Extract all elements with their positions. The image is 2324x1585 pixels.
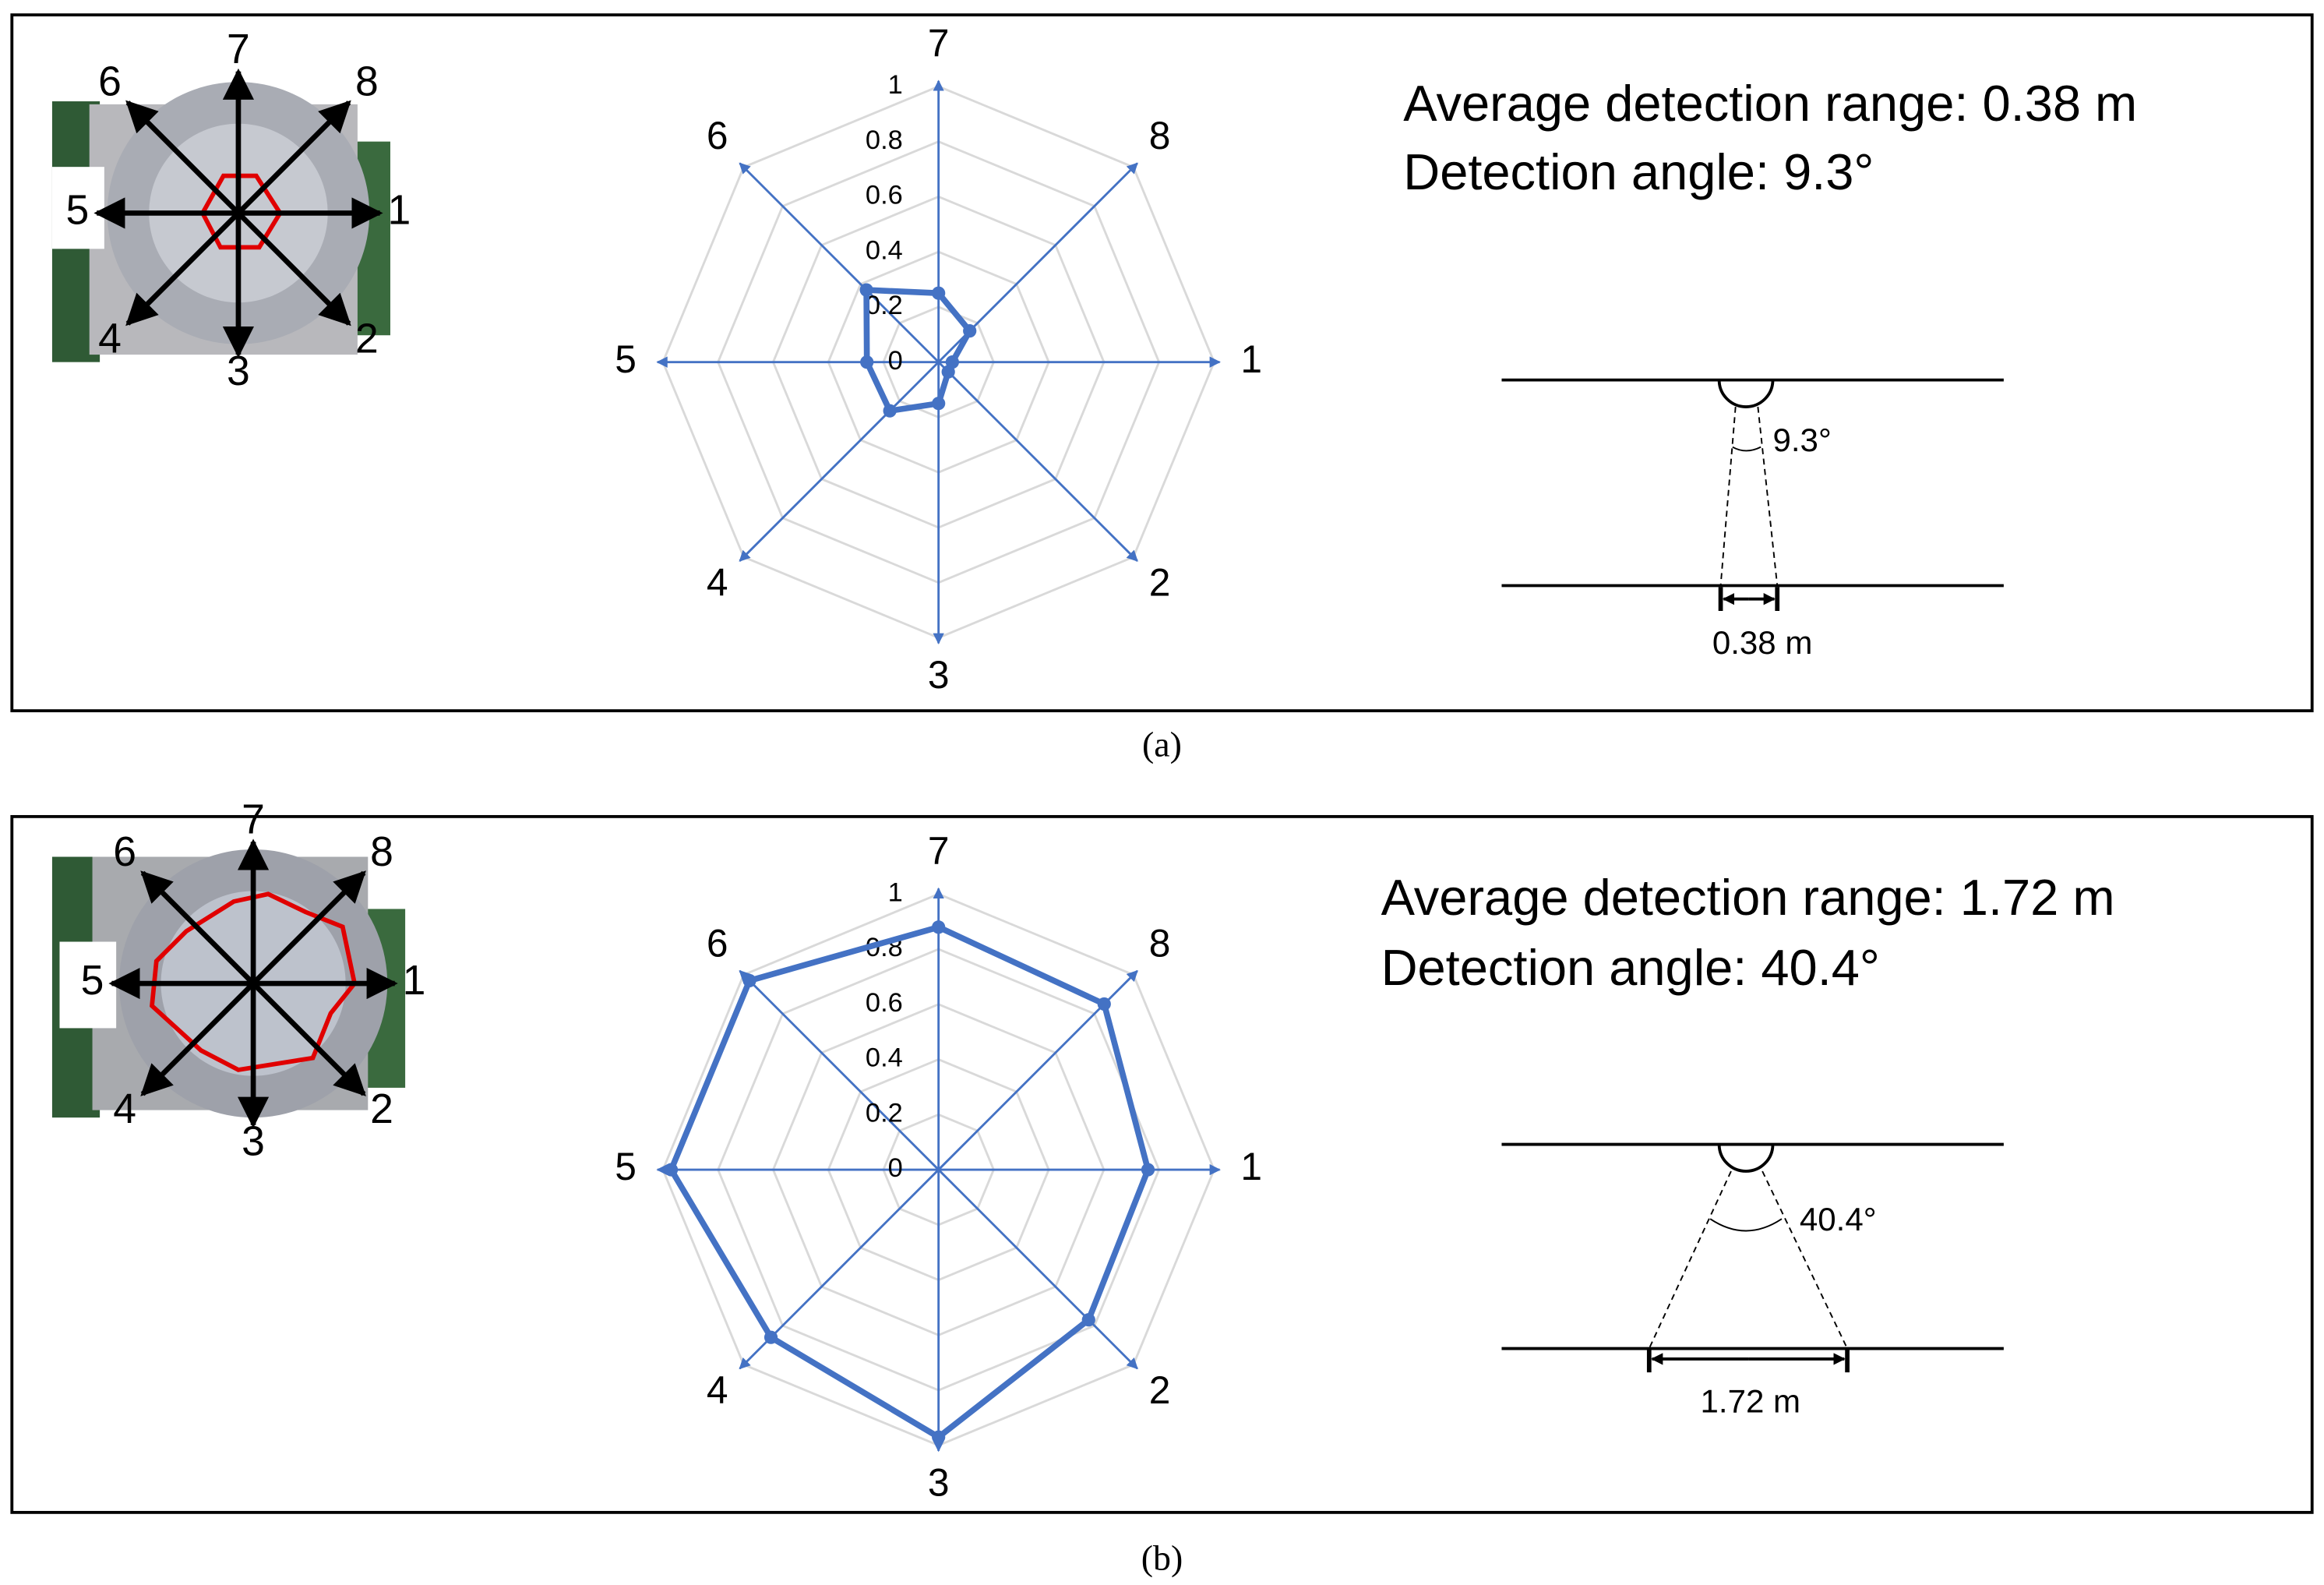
- axis-spoke: [739, 361, 940, 562]
- data-point: [763, 1330, 778, 1344]
- angle-text: Detection angle: 40.4°: [1381, 939, 1880, 996]
- axis-spoke: [739, 969, 940, 1171]
- photo-arrow: [140, 981, 256, 1096]
- angle-label: 9.3°: [1772, 422, 1831, 458]
- angle-text: Detection angle: 9.3°: [1403, 143, 1874, 200]
- photo-label: 7: [242, 797, 265, 843]
- tick-label: 0: [888, 1153, 903, 1183]
- tick-label: 1: [888, 70, 903, 100]
- photo-label: 6: [113, 829, 136, 875]
- category-label: 7: [928, 21, 950, 65]
- photo-label: 2: [370, 1086, 393, 1132]
- data-point: [932, 397, 946, 411]
- data-point: [1097, 997, 1111, 1011]
- photo-label: 3: [242, 1119, 265, 1165]
- photo-label: 4: [113, 1086, 136, 1132]
- photo-label: 2: [355, 316, 379, 362]
- tick-label: 1: [888, 877, 903, 907]
- category-label: 6: [707, 922, 728, 965]
- tick-label: 0.6: [866, 181, 903, 210]
- category-label: 8: [1149, 114, 1171, 157]
- photo-label: 4: [98, 316, 122, 362]
- data-point: [932, 920, 946, 934]
- photo-arrow: [140, 870, 256, 986]
- category-label: 3: [928, 1461, 950, 1505]
- photo-arrow: [236, 211, 351, 327]
- data-point: [860, 355, 874, 369]
- data-point: [664, 1163, 679, 1177]
- category-label: 7: [928, 829, 950, 873]
- data-point: [742, 973, 756, 988]
- photo-label: 5: [81, 958, 104, 1004]
- photo-arrow: [125, 100, 241, 215]
- photo-label: 8: [370, 829, 393, 875]
- data-point: [941, 365, 955, 379]
- category-label: 2: [1149, 560, 1171, 604]
- caption: (a): [1142, 724, 1182, 764]
- data-point: [932, 286, 946, 300]
- photo-label: 7: [227, 26, 250, 72]
- tick-label: 0.8: [866, 125, 903, 155]
- category-label: 5: [615, 337, 637, 381]
- category-label: 1: [1240, 337, 1262, 381]
- data-point: [883, 404, 897, 418]
- photo-arrow: [125, 211, 241, 327]
- photo-arrow: [251, 981, 366, 1096]
- width-label: 0.38 m: [1712, 624, 1813, 661]
- range-text: Average detection range: 0.38 m: [1403, 75, 2137, 132]
- photo-arrow: [251, 870, 366, 986]
- category-label: 4: [707, 1368, 728, 1412]
- tick-label: 0: [888, 346, 903, 376]
- tick-label: 0.6: [866, 988, 903, 1018]
- tick-label: 0.4: [866, 1043, 903, 1073]
- width-label: 1.72 m: [1701, 1382, 1801, 1419]
- diagram: [1501, 1142, 2004, 1373]
- tick-label: 0.2: [866, 1098, 903, 1128]
- photo-arrow: [236, 100, 351, 215]
- range-text: Average detection range: 1.72 m: [1381, 869, 2115, 926]
- photo-label: 8: [355, 59, 379, 105]
- photo-label: 1: [388, 188, 411, 234]
- tick-label: 0.4: [866, 235, 903, 265]
- tick-label: 0.2: [866, 291, 903, 320]
- axis-spoke: [937, 361, 1138, 562]
- category-label: 3: [928, 653, 950, 697]
- caption: (b): [1141, 1538, 1183, 1578]
- axis-spoke: [937, 1169, 1138, 1370]
- data-point: [859, 283, 873, 297]
- category-label: 4: [707, 560, 728, 604]
- data-point: [932, 1430, 946, 1444]
- panel-frame: [10, 814, 2314, 1514]
- category-label: 5: [615, 1145, 637, 1188]
- diagram: [1501, 378, 2004, 611]
- angle-label: 40.4°: [1800, 1201, 1877, 1237]
- photo-label: 3: [227, 348, 250, 394]
- panel-frame: [10, 13, 2314, 713]
- data-point: [1081, 1313, 1095, 1327]
- category-label: 6: [707, 114, 728, 157]
- category-label: 2: [1149, 1368, 1171, 1412]
- data-point: [1141, 1163, 1155, 1177]
- photo-label: 6: [98, 59, 122, 105]
- data-point: [963, 324, 977, 338]
- photo-label: 1: [403, 958, 426, 1004]
- category-label: 1: [1240, 1145, 1262, 1188]
- category-label: 8: [1149, 922, 1171, 965]
- axis-spoke: [739, 162, 940, 363]
- photo-label: 5: [66, 188, 90, 234]
